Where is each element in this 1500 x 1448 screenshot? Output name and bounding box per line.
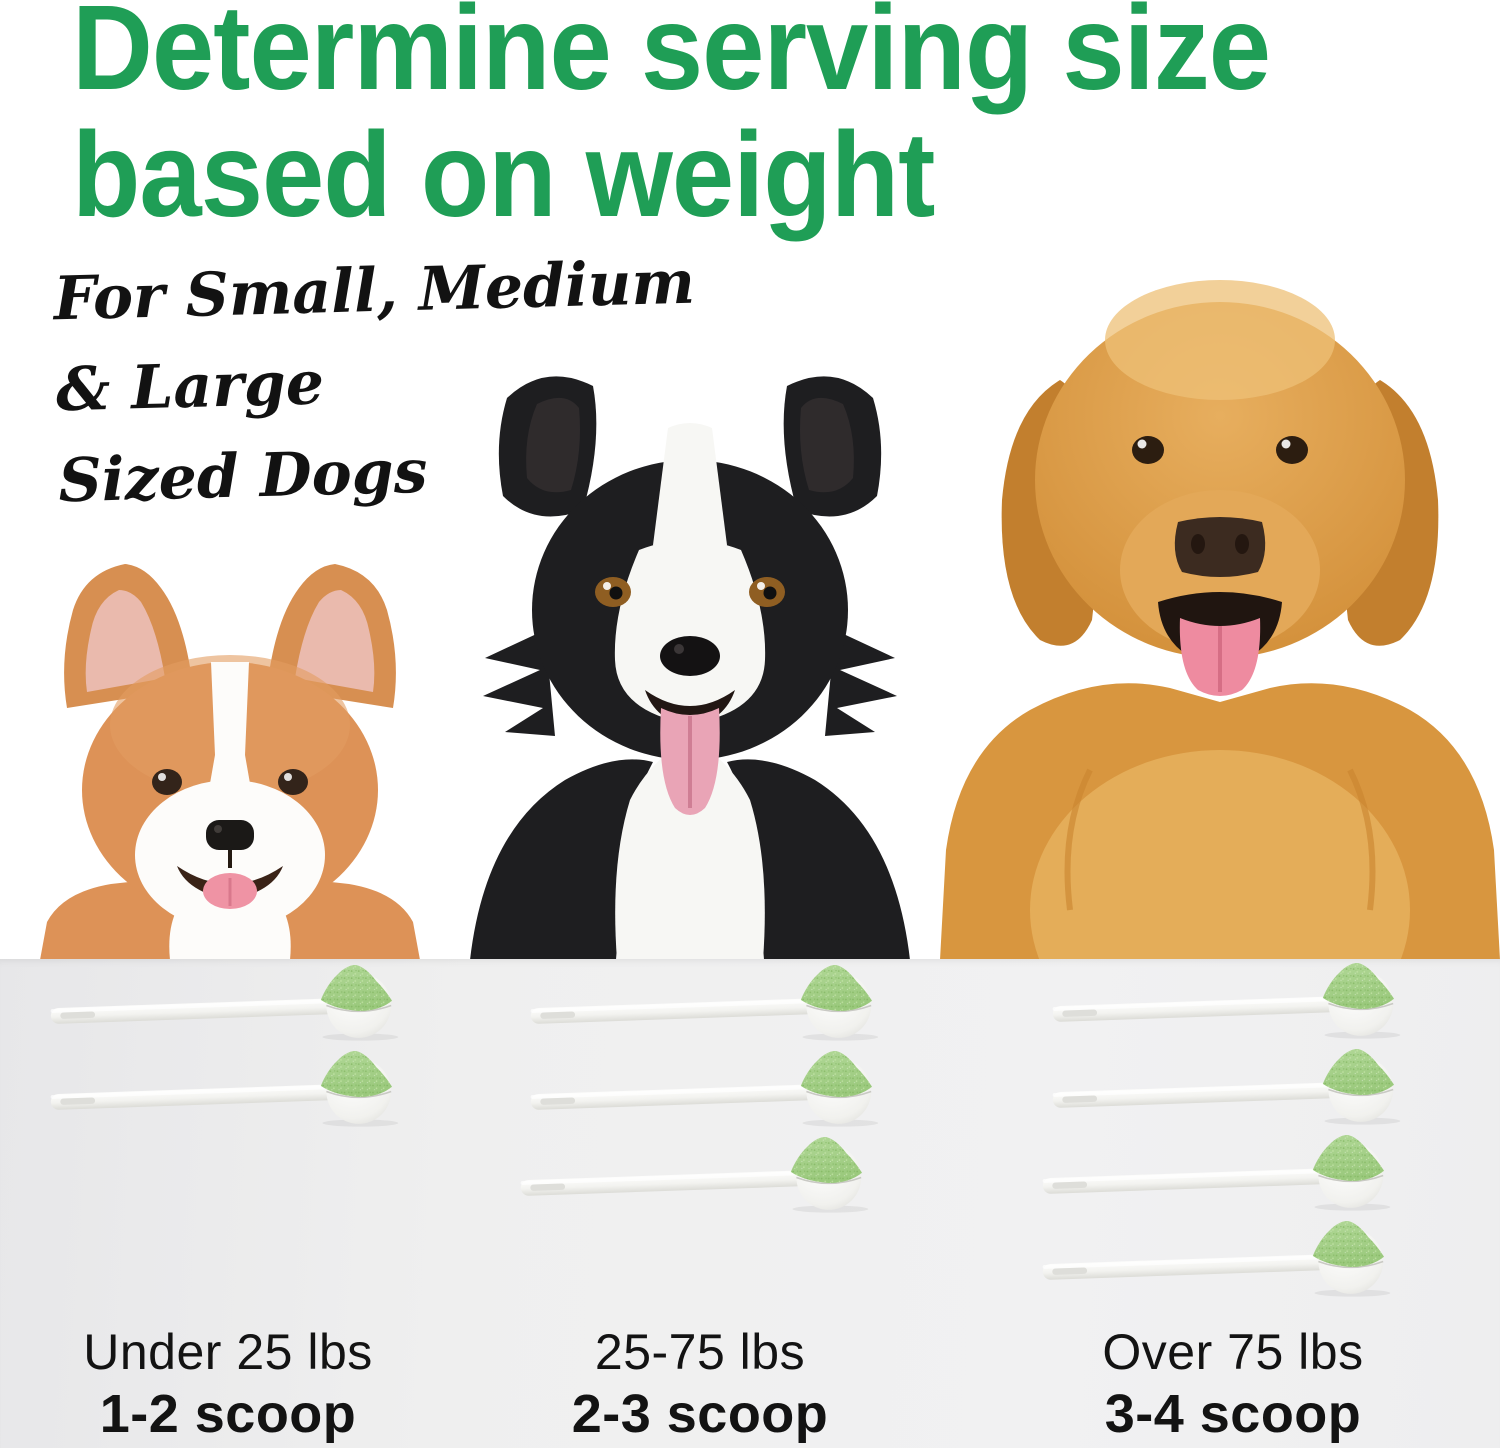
serving-label-medium: 25-75 lbs 2-3 scoop xyxy=(510,1324,890,1444)
measuring-scoop-icon xyxy=(529,1050,880,1127)
measuring-scoop-icon xyxy=(1051,962,1402,1039)
scoop-stack-medium xyxy=(519,962,896,1220)
title-line-1: Determine serving size xyxy=(72,0,1271,115)
serving-label-small: Under 25 lbs 1-2 scoop xyxy=(38,1324,418,1444)
weight-range-label: Over 75 lbs xyxy=(1102,1324,1364,1380)
measuring-scoop-icon xyxy=(1041,1134,1392,1211)
measuring-scoop-icon xyxy=(519,1136,870,1213)
title-line-2: based on weight xyxy=(72,106,935,242)
serving-label-large: Over 75 lbs 3-4 scoop xyxy=(1043,1324,1423,1444)
subtitle-line-1: For Small, Medium xyxy=(52,247,696,335)
weight-range-label: Under 25 lbs xyxy=(83,1324,373,1380)
measuring-scoop-icon xyxy=(1051,1048,1402,1125)
scoop-count-label: 2-3 scoop xyxy=(571,1383,829,1444)
page-title: Determine serving size based on weight xyxy=(72,0,1271,242)
scoop-stack-small xyxy=(44,962,416,1134)
measuring-scoop-icon xyxy=(49,1050,400,1127)
scoop-count-label: 3-4 scoop xyxy=(1104,1383,1362,1444)
measuring-scoop-icon xyxy=(49,964,400,1041)
weight-range-label: 25-75 lbs xyxy=(594,1324,806,1380)
golden-retriever-dog-image xyxy=(940,280,1500,960)
border-collie-dog-image xyxy=(470,376,910,960)
serving-panel xyxy=(0,959,1500,1448)
measuring-scoop-icon xyxy=(529,964,880,1041)
scoop-count-label: 1-2 scoop xyxy=(99,1383,357,1444)
corgi-dog-image xyxy=(40,564,420,960)
measuring-scoop-icon xyxy=(1041,1220,1392,1297)
scoop-stack-large xyxy=(1041,960,1418,1304)
